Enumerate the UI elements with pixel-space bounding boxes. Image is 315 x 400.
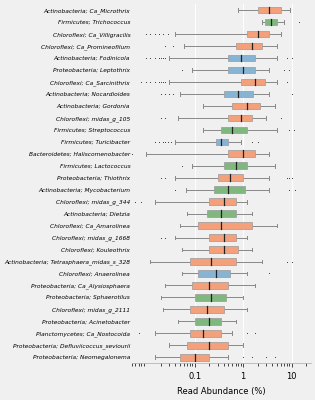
Bar (241, 79, 265, 85)
Bar (209, 234, 236, 241)
Bar (228, 67, 255, 73)
Bar (224, 162, 247, 169)
Bar (228, 114, 252, 121)
Bar (228, 55, 255, 61)
Bar (221, 126, 247, 133)
Bar (228, 150, 255, 157)
Bar (180, 354, 209, 360)
Bar (247, 31, 269, 37)
Bar (190, 306, 224, 313)
Bar (232, 103, 260, 109)
Bar (190, 258, 236, 265)
Bar (236, 43, 262, 49)
Bar (218, 174, 243, 181)
Bar (209, 246, 238, 253)
Bar (214, 186, 245, 193)
Bar (190, 330, 221, 337)
Bar (224, 91, 253, 97)
Bar (216, 138, 228, 145)
Bar (198, 222, 252, 229)
Bar (209, 198, 236, 205)
Bar (195, 294, 226, 301)
Bar (265, 19, 277, 26)
Bar (195, 318, 221, 325)
Bar (198, 270, 231, 277)
Bar (258, 7, 281, 14)
Bar (187, 342, 228, 348)
Bar (192, 282, 228, 289)
Bar (207, 210, 236, 217)
X-axis label: Read Abundance (%): Read Abundance (%) (177, 387, 266, 396)
